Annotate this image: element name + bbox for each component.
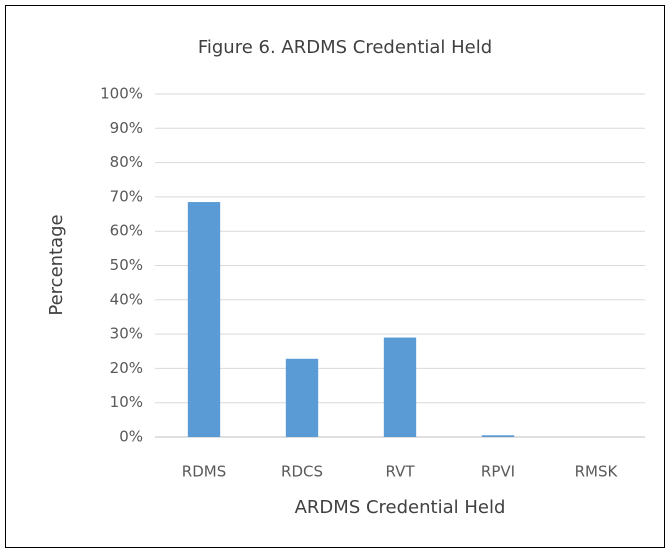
bar bbox=[481, 435, 515, 437]
y-tick-label: 10% bbox=[110, 393, 143, 411]
y-tick-label: 90% bbox=[110, 119, 143, 137]
y-axis-title: Percentage bbox=[46, 214, 67, 315]
x-tick-label: RMSK bbox=[575, 463, 619, 481]
y-tick-label: 100% bbox=[100, 85, 143, 103]
x-axis-title: ARDMS Credential Held bbox=[295, 497, 506, 518]
y-tick-label: 70% bbox=[110, 187, 143, 205]
x-tick-label: RPVI bbox=[481, 463, 515, 481]
y-tick-label: 80% bbox=[110, 153, 143, 171]
bar bbox=[187, 202, 221, 437]
bar bbox=[285, 358, 319, 437]
chart-border bbox=[5, 5, 665, 548]
y-tick-label: 30% bbox=[110, 325, 143, 343]
y-tick-label: 50% bbox=[110, 256, 143, 274]
y-tick-label: 20% bbox=[110, 359, 143, 377]
x-tick-label: RDCS bbox=[281, 463, 323, 481]
y-tick-label: 40% bbox=[110, 290, 143, 308]
chart-title: Figure 6. ARDMS Credential Held bbox=[198, 37, 492, 58]
y-tick-label: 0% bbox=[119, 428, 143, 446]
y-tick-label: 60% bbox=[110, 222, 143, 240]
x-tick-label: RVT bbox=[385, 463, 415, 481]
bar bbox=[383, 337, 417, 437]
x-tick-label: RDMS bbox=[182, 463, 226, 481]
